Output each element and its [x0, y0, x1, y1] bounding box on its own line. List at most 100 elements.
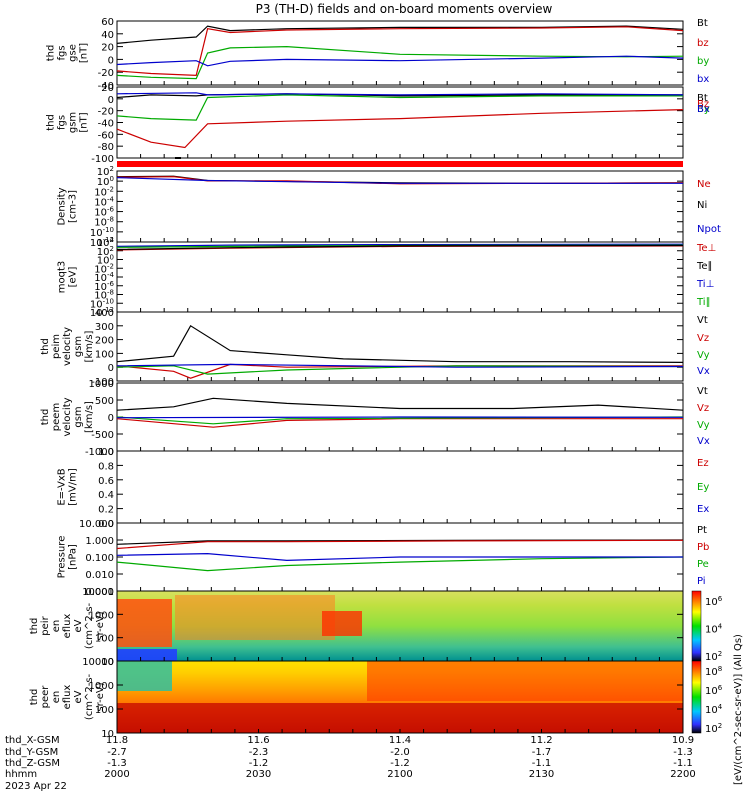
colorbar-tick-label: 104	[705, 623, 723, 636]
y-tick-label: 10000	[82, 657, 114, 668]
y-tick-label: 10	[101, 657, 114, 668]
y-tick-label: 100	[95, 705, 114, 716]
x-tick-label: 11.4	[389, 735, 411, 746]
panel-8: 10.000 1.000 0.100 0.010 0.001 Pressure[nPa] P…	[57, 519, 710, 598]
y-tick-label: 500	[95, 396, 114, 407]
colorbar-tick-label: 108	[705, 665, 722, 678]
series-Vy	[116, 365, 684, 375]
x-row-label: thd_X-GSM	[5, 735, 60, 746]
y-tick-label: 0.6	[98, 476, 114, 487]
legend-Vz: Vz	[697, 403, 709, 414]
y-tick-label: 400	[95, 308, 114, 319]
y-tick-label: -60	[98, 130, 114, 141]
y-tick-label: 60	[101, 17, 114, 28]
series-Vt	[116, 324, 684, 363]
legend-Vx: Vx	[697, 366, 710, 377]
y-axis-label: Density[cm-3]	[57, 187, 79, 225]
x-tick-label: 2200	[670, 769, 695, 780]
x-tick-label: 2100	[387, 769, 412, 780]
legend-bz: bz	[697, 38, 709, 49]
x-tick-label: 11.8	[106, 735, 128, 746]
x-tick-label: 2000	[104, 769, 129, 780]
legend-Vt: Vt	[697, 315, 708, 326]
x-tick-label: 10.9	[672, 735, 694, 746]
y-tick-label: 0	[108, 413, 114, 424]
spectrogram-feature	[117, 599, 172, 647]
legend-Vy: Vy	[697, 350, 710, 361]
y-axis-label: moqt3[eV]	[57, 261, 79, 294]
x-row-label: thd_Y-GSM	[5, 747, 58, 758]
legend-Te⊥: Te⊥	[696, 243, 716, 254]
y-tick-label: 10000	[82, 587, 114, 598]
y-axis-label: thdpeimvelocitygsm[km/s]	[40, 327, 95, 366]
legend-Ey: Ey	[697, 482, 709, 493]
legend-Ti∥: Ti∥	[696, 297, 711, 308]
chart-title: P3 (TH-D) fields and on-board moments ov…	[256, 2, 553, 16]
y-tick-label: 200	[95, 336, 114, 347]
legend-Pt: Pt	[697, 525, 707, 536]
y-tick-label: 0	[108, 95, 114, 106]
y-tick-label: 300	[95, 322, 114, 333]
colorbar	[691, 590, 702, 662]
legend-Bz: Bz	[697, 99, 709, 110]
series-Pb	[116, 539, 684, 550]
series-Vx	[116, 363, 684, 368]
legend-Bt: Bt	[697, 18, 708, 29]
y-tick-label: 20	[101, 83, 114, 94]
y-tick-label: 0.4	[98, 490, 114, 501]
series-Vt	[116, 397, 684, 411]
y-tick-label: 20	[101, 43, 114, 54]
y-tick-label: 1000	[89, 379, 114, 390]
x-tick-label: -2.3	[249, 747, 269, 758]
y-axis-label: E=-VxB[mV/m]	[57, 468, 79, 506]
legend-by: by	[697, 56, 709, 67]
series-by	[116, 45, 684, 80]
x-tick-label: -1.7	[532, 747, 552, 758]
legend-Ez: Ez	[697, 458, 709, 469]
colorbar-tick-label: 106	[705, 595, 723, 608]
y-tick-label: 0.001	[85, 587, 114, 598]
legend-Ex: Ex	[697, 504, 709, 515]
legend-bx: bx	[697, 74, 709, 85]
legend-Pi: Pi	[697, 576, 706, 587]
legend-By: By	[697, 104, 710, 115]
y-tick-label: -100	[91, 377, 114, 388]
spectrogram-feature	[175, 595, 335, 640]
colorbar-label: [eV/(cm^2-sec-sr-eV)] (All Qs)	[733, 634, 744, 785]
panel-7: 1.0 0.8 0.6 0.4 0.2 0.0 E=-VxB[mV/m] Ez Ey Ex	[57, 447, 710, 530]
y-axis-label: thdfgsgse[nT]	[46, 43, 90, 63]
y-tick-label: 1000	[89, 610, 114, 621]
legend-Pb: Pb	[697, 542, 709, 553]
spectrogram-feature	[117, 661, 172, 691]
y-axis-label: thdpeirenefluxeV(cm^2-s-sr-eV)	[29, 602, 106, 649]
y-tick-label: 40	[101, 30, 114, 41]
legend-Ne: Ne	[697, 179, 711, 190]
x-tick-label: -2.0	[390, 747, 410, 758]
colorbar-tick-label: 106	[705, 684, 723, 697]
x-row-label: thd_Z-GSM	[5, 758, 60, 769]
y-tick-label: 1000	[89, 681, 114, 692]
colorbar	[691, 660, 702, 734]
series-Vx	[116, 416, 684, 419]
series-Te∥	[116, 244, 684, 250]
series-Pi	[116, 552, 683, 562]
x-tick-label: -1.1	[532, 758, 552, 769]
legend-Bx: Bx	[697, 104, 710, 115]
legend-Ti⊥: Ti⊥	[696, 279, 714, 290]
y-tick-label: -40	[98, 119, 114, 130]
y-tick-label: 1.000	[85, 536, 114, 547]
legend-Pe: Pe	[697, 559, 709, 570]
colorbar-tick-label: 102	[705, 722, 722, 735]
y-tick-label: 1.0	[98, 447, 114, 458]
x-tick-label: -1.2	[390, 758, 410, 769]
x-tick-label: 11.6	[247, 735, 269, 746]
colorbar-tick-label: 104	[705, 703, 723, 716]
panel-9: 10000 1000 100 10 thdpeirenefluxeV(cm^2-s-sr…	[29, 587, 684, 668]
panels: 6040200-20-40thdfgsgse[nT]Btbzbybx200-20…	[29, 17, 721, 740]
legend-Npot: Npot	[697, 224, 721, 235]
series-Vy	[116, 416, 684, 425]
y-tick-label: 100	[95, 349, 114, 360]
